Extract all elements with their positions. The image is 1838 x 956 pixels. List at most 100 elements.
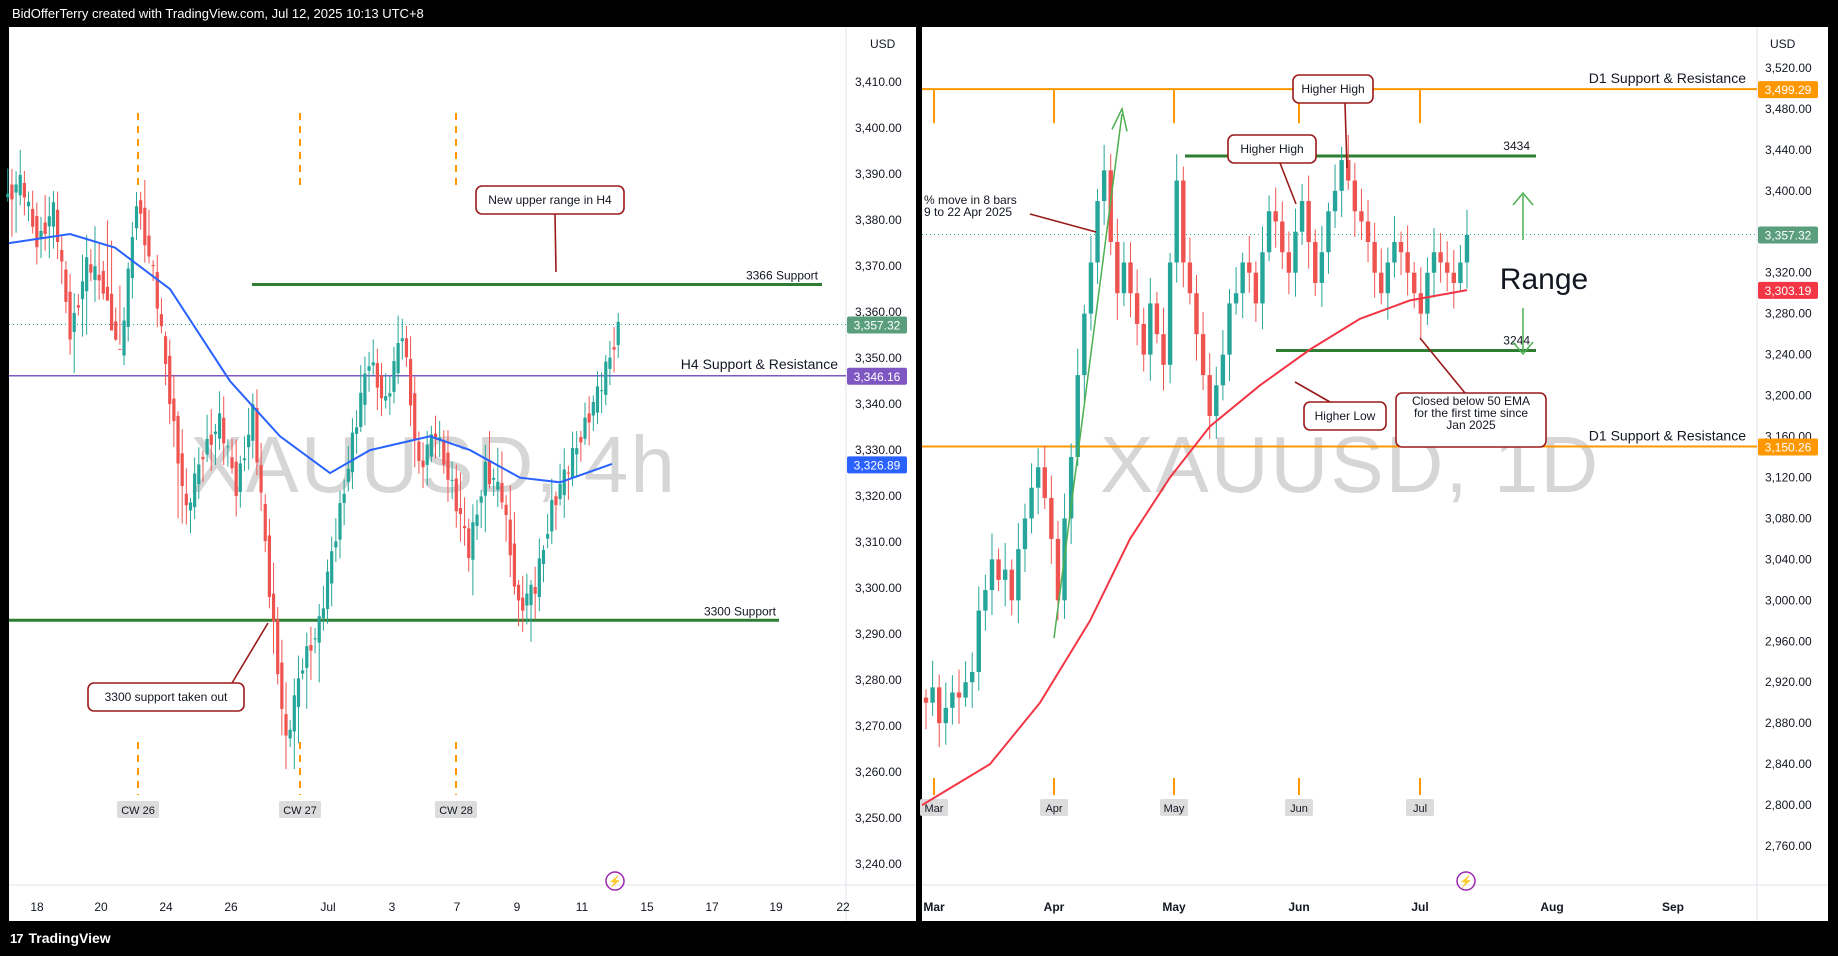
h4-price-tag-ema: 3,326.89 <box>854 458 901 472</box>
h4-candle-body <box>533 586 537 594</box>
d1-candle-body <box>1418 293 1424 314</box>
h4-week-label-bg <box>117 801 159 818</box>
d1-candle-body <box>976 610 981 672</box>
d1-month-label-bg <box>1160 799 1188 816</box>
h4-candle-body <box>292 695 296 732</box>
h4-y-tick: 3,270.00 <box>855 719 902 733</box>
d1-candle-body <box>1431 252 1437 273</box>
h4-candle-body <box>56 209 60 242</box>
d1-candle-body <box>1134 293 1140 324</box>
h4-candle-body <box>433 433 438 440</box>
d1-y-tick: 2,840.00 <box>1765 757 1812 771</box>
d1-price-tag-1-bg <box>1758 226 1818 244</box>
d1-candle-body <box>1359 211 1364 222</box>
tradingview-brand-text: TradingView <box>28 930 111 946</box>
h4-candle-body <box>176 415 180 464</box>
d1-x-tick: Jul <box>1411 900 1428 914</box>
d1-y-tick: 3,480.00 <box>1765 102 1812 116</box>
d1-candle-body <box>1412 272 1417 294</box>
h4-callout-new-upper-range-box <box>475 185 625 215</box>
h4-candle-body <box>521 597 525 611</box>
d1-candle-body <box>1029 487 1034 519</box>
h4-candle-body <box>6 193 10 198</box>
d1-y-tick: 2,960.00 <box>1765 634 1812 648</box>
h4-candle-body <box>276 619 280 675</box>
h4-y-tick: 3,290.00 <box>855 627 902 641</box>
h4-candle-body <box>446 452 450 480</box>
d1-candle-body <box>1068 457 1074 519</box>
d1-price-tag-0-bg <box>1758 81 1818 99</box>
h4-candle-body <box>359 392 363 427</box>
d1-sr-lower-label: D1 Support & Resistance <box>1589 427 1746 443</box>
h4-candle-body <box>51 202 56 227</box>
h4-candle-body <box>26 201 31 207</box>
d1-3434-label: 3434 <box>1503 139 1530 153</box>
d1-month-label: Jun <box>1290 803 1308 815</box>
d1-candle-body <box>1253 272 1259 304</box>
h4-y-tick: 3,390.00 <box>855 167 902 181</box>
h4-candle-body <box>301 670 305 674</box>
d1-y-tick: 3,120.00 <box>1765 470 1812 484</box>
d1-candle-body <box>1115 242 1120 294</box>
h4-candle-body <box>442 440 446 465</box>
h4-candle-body <box>408 359 413 406</box>
d1-month-label: May <box>1164 803 1185 815</box>
h4-x-tick: 9 <box>514 900 521 914</box>
d1-y-tick: 3,280.00 <box>1765 307 1812 321</box>
h4-candle-body <box>43 222 47 234</box>
h4-candle-body <box>350 432 355 473</box>
d1-candle-body <box>1293 231 1298 273</box>
h4-candle-body <box>18 174 22 196</box>
h4-candle-body <box>80 281 85 300</box>
d1-candle-body <box>1194 293 1199 335</box>
d1-callout-higher-low: Higher Low <box>1294 381 1387 431</box>
d1-callout-higher-high-box <box>1227 134 1317 164</box>
h4-candle-body <box>367 366 371 371</box>
h4-candle-body <box>118 348 122 350</box>
h4-x-tick: 17 <box>705 900 719 914</box>
h4-candle-body <box>558 483 562 500</box>
d1-ema-line <box>921 289 1468 806</box>
d1-y-tick: 3,520.00 <box>1765 61 1812 75</box>
d1-candle-body <box>1445 262 1450 273</box>
d1-callout-higher-high-text: Higher High <box>1240 142 1303 156</box>
h4-y-tick: 3,400.00 <box>855 121 902 135</box>
h4-candle-body <box>238 463 242 492</box>
h4-candle-body <box>583 417 587 439</box>
d1-candle-body <box>1313 242 1318 283</box>
h4-candle-body <box>64 269 68 302</box>
h4-candle-body <box>587 413 591 423</box>
h4-candle-body <box>159 314 164 327</box>
h4-candle-body <box>550 499 554 532</box>
d1-y-tick: 3,040.00 <box>1765 552 1812 566</box>
h4-candle-body <box>22 182 26 198</box>
d1-callout-higher-low-text: Higher Low <box>1315 409 1376 423</box>
h4-candle-body <box>271 593 276 622</box>
h4-candle-body <box>255 407 259 463</box>
d1-callout-closed-below-ema-text: for the first time since <box>1414 406 1528 420</box>
h4-candle-body <box>39 230 43 240</box>
h4-candle-body <box>209 434 213 445</box>
h4-callout-3300-taken-out-text: 3300 support taken out <box>105 690 228 704</box>
d1-candle-body <box>1372 242 1377 273</box>
d1-month-label: Mar <box>925 803 944 815</box>
d1-candle-body <box>1438 252 1443 263</box>
d1-candle-body <box>1187 262 1193 294</box>
d1-month-label-bg <box>1406 799 1434 816</box>
h4-callout-3300-taken-out-pointer <box>231 622 269 684</box>
h4-candle-body <box>14 184 18 193</box>
h4-candle-body <box>180 453 184 487</box>
h4-candle-body <box>184 493 188 506</box>
h4-candle-body <box>296 678 301 708</box>
h4-candle-body <box>31 208 35 227</box>
h4-candle-body <box>193 473 197 508</box>
d1-candle-body <box>943 707 948 724</box>
d1-move-text-line1: % move in 8 bars <box>924 193 1017 207</box>
d1-currency-label: USD <box>1770 37 1796 51</box>
h4-price-tag-ema-bg <box>847 456 907 474</box>
h4-x-tick: 20 <box>94 900 108 914</box>
h4-lightning-glyph: ⚡ <box>608 875 622 888</box>
d1-candle-body <box>1075 375 1080 457</box>
d1-candle-body <box>1141 323 1146 355</box>
